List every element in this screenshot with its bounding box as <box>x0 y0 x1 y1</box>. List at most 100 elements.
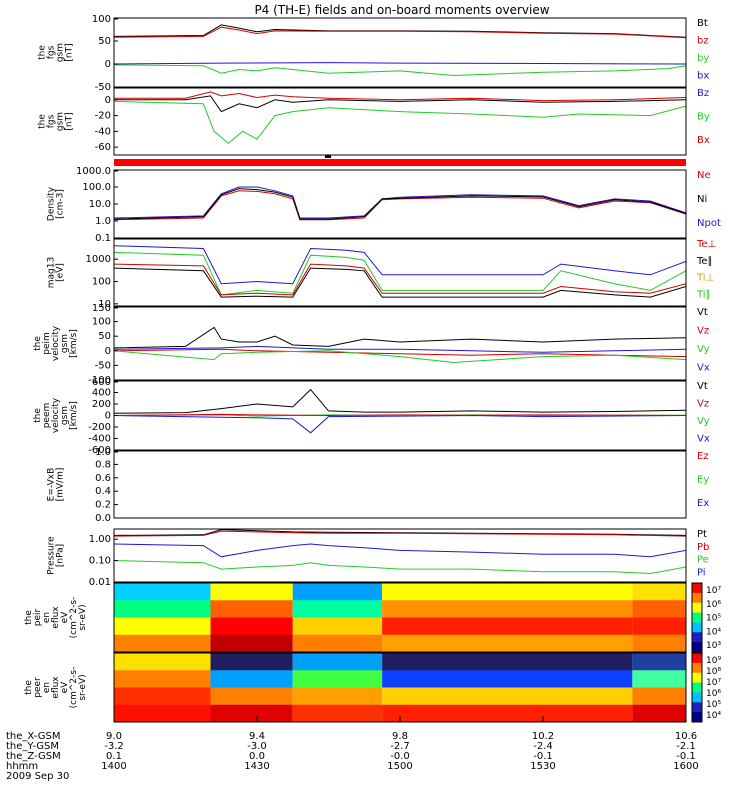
spectrogram-cell <box>292 583 383 601</box>
y-tick-label: 0.0 <box>95 513 111 524</box>
spectrogram-cell <box>632 670 686 688</box>
colorbar-cell <box>692 712 702 723</box>
series-line <box>114 350 686 364</box>
y-tick-label: -60 <box>95 142 111 153</box>
ephemeris-label: hhmm <box>6 761 38 772</box>
spectrogram-cell <box>292 670 383 688</box>
spectrogram-cell <box>114 634 211 653</box>
y-tick-label: -50 <box>95 82 111 93</box>
ephemeris-value: 0.0 <box>249 751 265 762</box>
spectrogram-cell <box>114 600 211 618</box>
y-tick-label: 100 <box>92 14 111 25</box>
y-tick-label: 0.4 <box>95 486 111 497</box>
y-tick-label: 50 <box>98 331 111 342</box>
y-axis-label: the <box>38 45 48 60</box>
colorbar-cell <box>692 632 702 643</box>
y-axis-label: Density <box>47 186 57 221</box>
spectrogram-cell <box>114 583 211 601</box>
y-tick-label: 150 <box>92 303 111 314</box>
series-line <box>114 263 686 296</box>
legend-entry: Te⊥ <box>696 239 716 250</box>
ephemeris-label: the_Y-GSM <box>6 741 59 752</box>
spectrogram-cell <box>382 653 633 671</box>
y-tick-label: 0.2 <box>95 500 111 511</box>
y-tick-label: -40 <box>95 126 111 137</box>
y-axis-label: sr-eV) <box>78 604 88 630</box>
colorbar-tick-label: 10⁴ <box>706 711 721 721</box>
y-tick-label: 1000.0 <box>76 166 111 177</box>
colorbar-cell <box>692 692 702 703</box>
series-line <box>114 326 686 349</box>
y-tick-label: 1.00 <box>89 534 111 545</box>
legend-entry: Ti∥ <box>696 290 711 301</box>
series-line <box>114 91 686 102</box>
legend-entry: Bt <box>697 18 708 29</box>
colorbar-tick-label: 10⁸ <box>706 667 721 677</box>
legend-entry: Vz <box>697 326 709 337</box>
date-label: 2009 Sep 30 <box>6 771 69 782</box>
spectrogram-cell <box>382 617 633 636</box>
series-line <box>114 345 686 353</box>
legend-entry: Ey <box>697 475 709 486</box>
legend-entry: Vz <box>697 398 709 409</box>
legend-entry: Vx <box>697 363 710 374</box>
ephemeris-value: -0.1 <box>676 751 696 762</box>
legend-entry: Ni <box>697 194 707 205</box>
colorbar-cell <box>692 642 702 653</box>
y-axis-label: E=-VxB <box>47 468 57 502</box>
y-axis-label: mag13 <box>47 257 57 288</box>
y-tick-label: 0.10 <box>89 556 111 567</box>
series-line <box>114 543 686 558</box>
panel-2 <box>113 87 687 156</box>
spectrogram-cell <box>210 687 293 706</box>
y-axis-label: the <box>24 680 34 695</box>
legend-entry: Ne <box>697 170 711 181</box>
ephemeris-value: -2.7 <box>390 741 410 752</box>
y-axis-label: en <box>42 682 52 693</box>
panel-frame <box>113 169 687 239</box>
series-line <box>114 530 686 537</box>
y-axis-label: gsm <box>56 112 66 131</box>
series-line <box>114 245 686 285</box>
y-axis-label: velocity <box>51 397 61 433</box>
legend-entry: by <box>697 53 709 64</box>
panel-frame <box>113 306 687 381</box>
y-axis-label: sr-eV) <box>78 674 88 700</box>
y-tick-label: 0.1 <box>95 233 111 244</box>
ephemeris-value: 1400 <box>101 761 126 772</box>
ephemeris-value: 9.4 <box>249 731 265 742</box>
y-axis-label: [eV] <box>56 263 66 282</box>
y-axis-label: fgs <box>47 45 57 59</box>
legend-entry: Bz <box>697 88 709 99</box>
series-line <box>114 26 686 39</box>
y-axis-label: en <box>42 612 52 623</box>
y-axis-label: peir <box>33 608 43 626</box>
series-line <box>114 186 686 219</box>
y-axis-label: gsm <box>56 43 66 62</box>
panel-6 <box>113 380 687 451</box>
legend-entry: Vt <box>697 307 708 318</box>
spectrogram-cell <box>210 653 293 671</box>
y-tick-label: 100 <box>92 317 111 328</box>
y-tick-label: 400 <box>92 388 111 399</box>
spectrogram-cell <box>292 617 383 636</box>
legend-entry: Pt <box>697 529 707 540</box>
panel-frame <box>113 238 687 307</box>
y-axis-label: [mV/m] <box>56 468 66 502</box>
spectrogram-cell <box>210 583 293 601</box>
spectrogram-cell <box>382 634 633 653</box>
spectrogram-cell <box>382 583 633 601</box>
ephemeris-value: 9.0 <box>106 731 122 742</box>
spectrogram-cell <box>632 634 686 653</box>
y-axis-label: Pressure <box>47 536 57 575</box>
y-axis-label: [cm-3] <box>56 189 66 219</box>
spectrogram-cell <box>210 670 293 688</box>
series-line <box>114 188 686 220</box>
legend-entry: bz <box>697 35 709 46</box>
spectrogram-cell <box>632 704 686 723</box>
colorbar-tick-label: 10⁴ <box>706 627 721 637</box>
colorbar-cell <box>692 612 702 623</box>
legend-entry: Ez <box>697 451 709 462</box>
series-line <box>114 529 686 536</box>
y-tick-label: 10 <box>98 299 111 310</box>
